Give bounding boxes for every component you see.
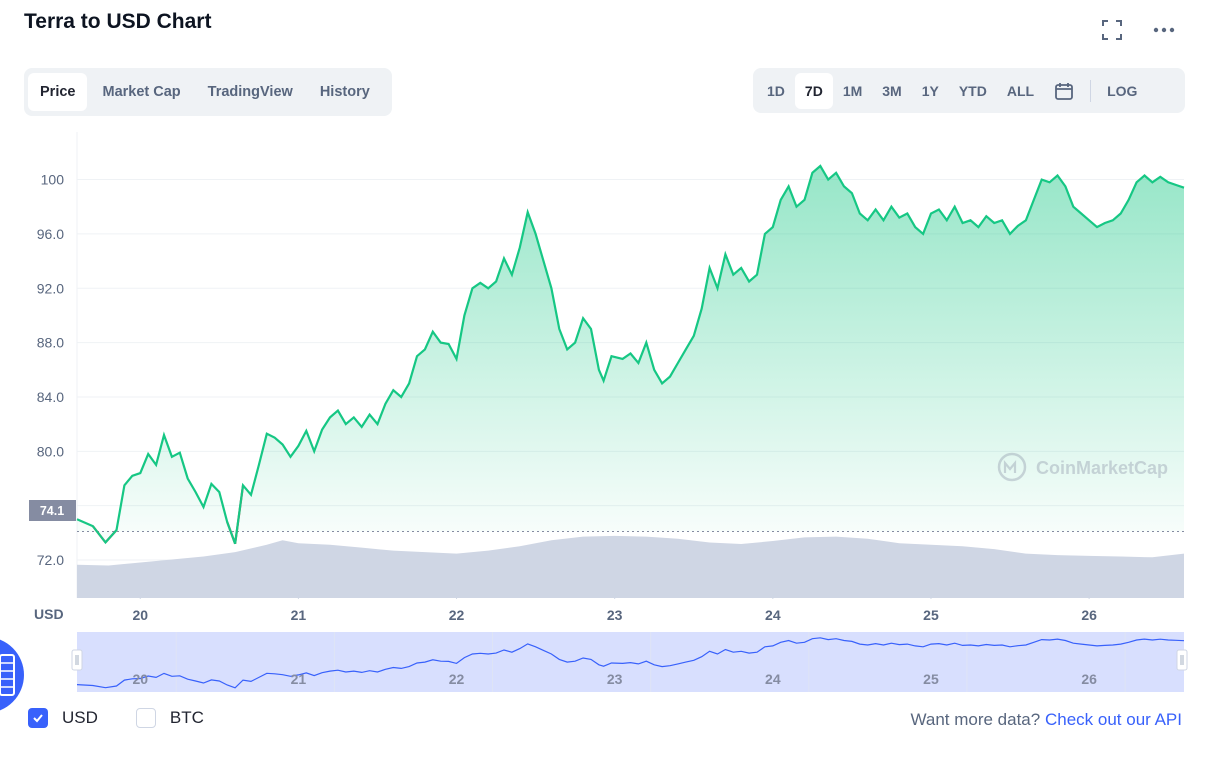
navigator-tick-label: 25 bbox=[923, 671, 939, 687]
navigator-tick-label: 21 bbox=[291, 671, 307, 687]
navigator-handle-right[interactable] bbox=[1176, 649, 1188, 671]
range-selector: 1D 7D 1M 3M 1Y YTD ALL LOG bbox=[753, 68, 1185, 113]
navigator-tick-label: 20 bbox=[132, 671, 148, 687]
more-icon[interactable] bbox=[1152, 18, 1176, 42]
y-tick-label: 84.0 bbox=[37, 389, 64, 405]
navigator-tick-label: 22 bbox=[449, 671, 465, 687]
x-tick-label: 25 bbox=[923, 607, 939, 623]
navigator-tick-label: 23 bbox=[607, 671, 623, 687]
y-tick-label: 72.0 bbox=[37, 552, 64, 568]
usd-checkbox[interactable] bbox=[28, 708, 48, 728]
chart-tabs: Price Market Cap TradingView History bbox=[24, 68, 392, 116]
currency-legend: USD BTC bbox=[28, 708, 242, 728]
x-tick-label: 20 bbox=[132, 607, 148, 623]
log-toggle[interactable]: LOG bbox=[1107, 82, 1138, 99]
navigator-grid bbox=[175, 632, 1126, 692]
y-tick-label: 88.0 bbox=[37, 335, 64, 351]
tab-price[interactable]: Price bbox=[28, 73, 88, 111]
range-all[interactable]: ALL bbox=[1006, 82, 1035, 99]
navigator-tick-label: 24 bbox=[765, 671, 781, 687]
navigator-x-axis: 20 21 22 23 24 25 26 bbox=[132, 671, 1097, 687]
watermark: CoinMarketCap bbox=[997, 452, 1168, 482]
range-1d[interactable]: 1D bbox=[767, 82, 785, 99]
y-tick-label: 100 bbox=[41, 172, 65, 188]
usd-label: USD bbox=[62, 708, 98, 727]
y-tick-label: 96.0 bbox=[37, 226, 64, 242]
api-promo-text: Want more data? bbox=[910, 710, 1041, 729]
y-tick-label: 80.0 bbox=[37, 443, 64, 459]
api-link[interactable]: Check out our API bbox=[1044, 710, 1182, 729]
api-promo: Want more data? Check out our API bbox=[910, 710, 1182, 730]
range-7d[interactable]: 7D bbox=[794, 72, 833, 109]
tab-history[interactable]: History bbox=[319, 84, 370, 100]
fullscreen-icon[interactable] bbox=[1100, 18, 1124, 42]
header-icons bbox=[1100, 18, 1176, 42]
volume-area bbox=[77, 535, 1184, 598]
price-line bbox=[76, 164, 1185, 545]
page-title: Terra to USD Chart bbox=[24, 10, 212, 33]
range-1y[interactable]: 1Y bbox=[921, 82, 939, 99]
btc-label: BTC bbox=[169, 708, 204, 727]
coinmarketcap-logo-icon bbox=[997, 452, 1027, 482]
y-tick-label: 92.0 bbox=[37, 280, 64, 296]
x-tick-label: 21 bbox=[291, 607, 307, 623]
navigator-chart[interactable]: 20 21 22 23 24 25 26 bbox=[0, 628, 1212, 694]
range-3m[interactable]: 3M bbox=[882, 82, 902, 99]
navigator-line bbox=[76, 637, 1185, 689]
coinmarketcap-logo-mark bbox=[1003, 459, 1017, 473]
btc-checkbox[interactable] bbox=[135, 708, 156, 728]
x-axis: 20 21 22 23 24 25 26 bbox=[132, 594, 1097, 623]
navigator-handle-left[interactable] bbox=[71, 649, 83, 671]
navigator-tick-label: 26 bbox=[1081, 671, 1097, 687]
reference-price-label: 74.1 bbox=[40, 504, 64, 518]
currency-axis-label: USD bbox=[34, 606, 64, 622]
x-tick-label: 24 bbox=[765, 607, 781, 623]
reference-price-badge: 74.1 bbox=[29, 500, 76, 521]
range-divider bbox=[1090, 79, 1092, 102]
tab-market-cap[interactable]: Market Cap bbox=[102, 84, 181, 100]
range-1m[interactable]: 1M bbox=[842, 82, 863, 99]
x-tick-label: 23 bbox=[607, 607, 623, 623]
video-widget-icon[interactable] bbox=[0, 637, 24, 713]
x-tick-label: 26 bbox=[1081, 607, 1097, 623]
range-ytd[interactable]: YTD bbox=[958, 82, 987, 99]
tab-tradingview[interactable]: TradingView bbox=[207, 84, 293, 100]
watermark-text: CoinMarketCap bbox=[1036, 458, 1168, 478]
calendar-icon[interactable] bbox=[1044, 73, 1084, 109]
x-tick-label: 22 bbox=[449, 607, 465, 623]
